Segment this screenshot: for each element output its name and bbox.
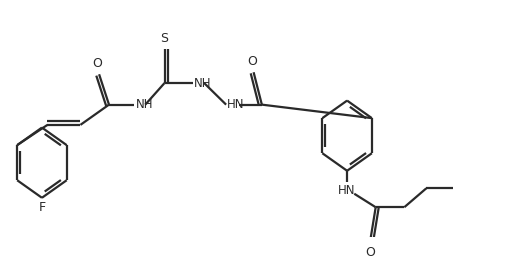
Text: NH: NH (135, 98, 153, 111)
Text: NH: NH (194, 77, 211, 90)
Text: HN: HN (337, 184, 355, 197)
Text: O: O (247, 54, 257, 68)
Text: HN: HN (227, 98, 244, 111)
Text: O: O (364, 246, 375, 258)
Text: O: O (92, 57, 102, 70)
Text: F: F (38, 201, 45, 214)
Text: S: S (160, 31, 168, 45)
